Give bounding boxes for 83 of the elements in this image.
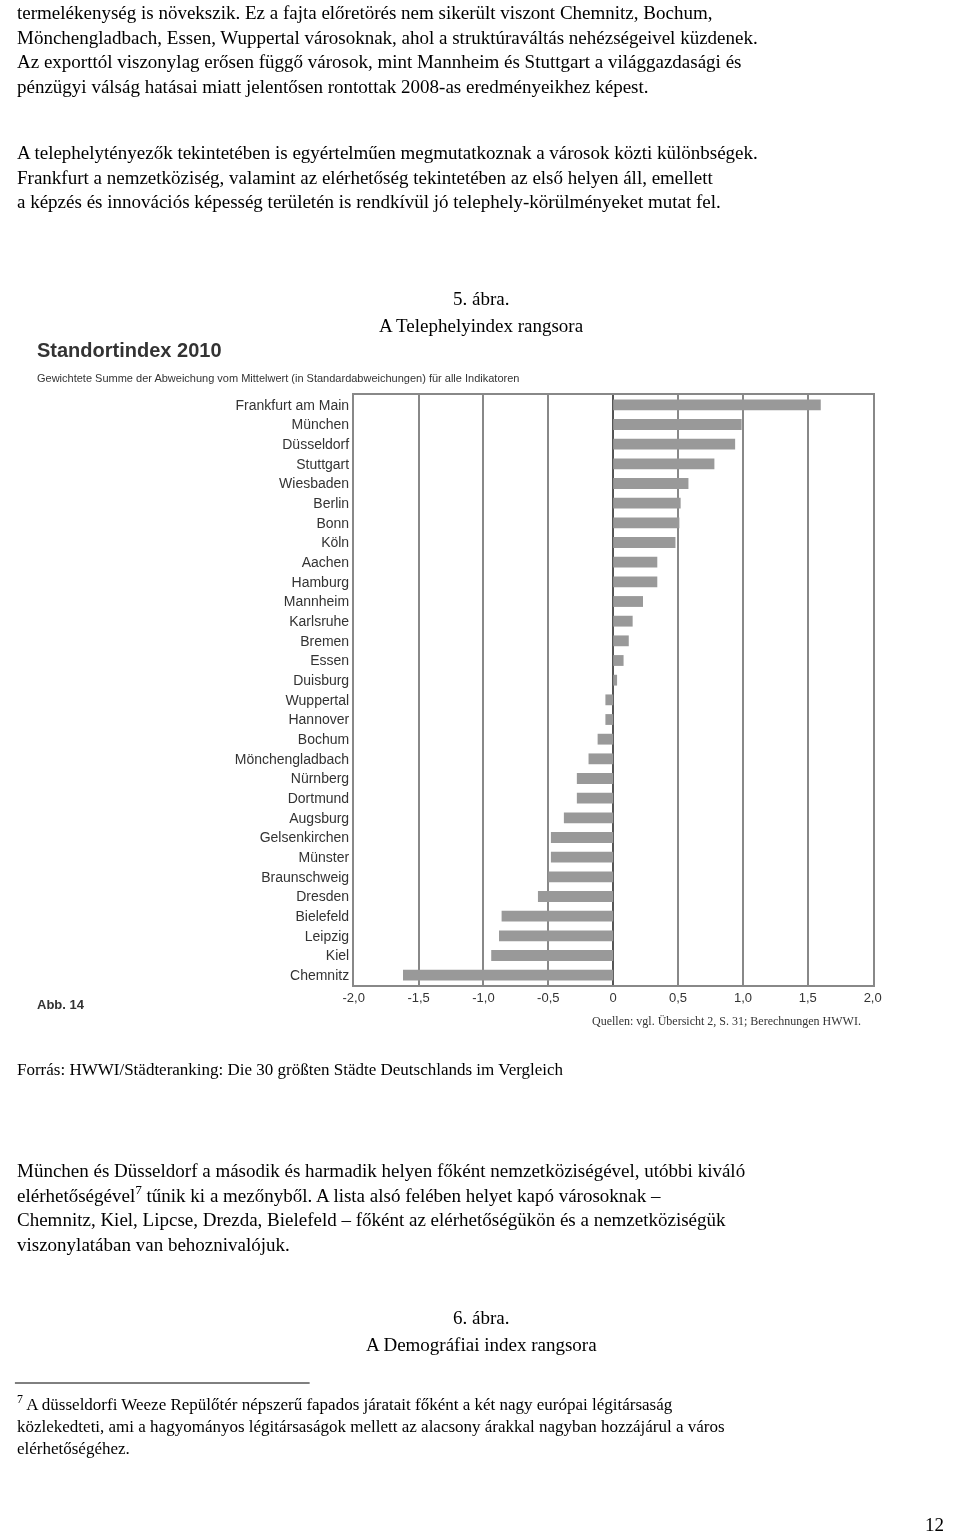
y-tick-label: Chemnitz (290, 967, 350, 984)
x-tick-label: 1,5 (798, 990, 817, 1006)
y-tick-label: Karlsruhe (289, 613, 350, 630)
y-tick-label: Köln (321, 534, 350, 551)
y-tick-label: Frankfurt am Main (235, 396, 350, 413)
bar (403, 969, 614, 981)
bar (613, 419, 742, 430)
y-tick-label: Wuppertal (285, 691, 350, 708)
bar (597, 733, 614, 745)
bar (613, 537, 676, 548)
x-tick-label: 1,0 (733, 990, 752, 1006)
bar (499, 930, 614, 942)
text: termelékenység is növekszik. Ez a fajta előretörés nem sikerült viszont Chemnitz, Bochum, Mönchengladbach, Essen, Wuppertal városoknak, ahol a struktúraváltás nehézségeivel küzdenek. Az exporttól viszonylag erősen függő városok, mint Mannheim és Stuttgart a világgazdasági és pénzügyi válság hatásai miatt jelentősen rontottak 2008-as eredményeikhez képest. (17, 2, 758, 98)
bar (613, 458, 715, 470)
y-tick-label: Düsseldorf (282, 436, 350, 453)
bar (501, 910, 614, 922)
y-tick-label: Braunschweig (261, 868, 350, 885)
text: 5. ábra. (453, 288, 510, 309)
bar (576, 792, 614, 804)
y-tick-label: München (291, 416, 350, 433)
caption: Abb. 14 (37, 997, 85, 1012)
text: A Telephelyindex rangsora (379, 315, 584, 336)
x-tick-label: -0,5 (537, 990, 560, 1006)
x-tick-label: 0,5 (669, 990, 688, 1006)
bar (613, 674, 618, 686)
y-tick-label: Stuttgart (296, 455, 350, 472)
text: 6. ábra. (453, 1307, 510, 1328)
bar (576, 773, 614, 784)
text: Forrás: HWWI/Städteranking: Die 30 größten Städte Deutschlands im Vergleich (17, 1060, 564, 1079)
text: A telephelytényezők tekintetében is egyértelműen megmutatkoznak a városok közti különbségek. Frankfurt a nemzetköziség, valamint az elérhetőség tekintetében az első helyen áll, emellett a képzés és innovációs képesség területén is rendkívül jó telephely-körülményeket mutat fel. (17, 142, 758, 213)
bar (613, 655, 624, 666)
bar (537, 891, 614, 902)
y-tick-label: Berlin (313, 495, 350, 512)
y-tick-label: Hamburg (291, 573, 350, 590)
y-tick-label: Dresden (296, 888, 350, 905)
y-tick-label: Essen (310, 652, 350, 669)
source-note: Quellen: vgl. Übersicht 2, S. 31; Berechnungen HWWI. (592, 1014, 861, 1028)
text: Standortindex 2010 (37, 339, 222, 361)
bar (550, 851, 614, 863)
bar (613, 438, 736, 450)
y-tick-label: Wiesbaden (279, 475, 350, 492)
y-tick-label: Leipzig (304, 927, 350, 944)
bar (613, 497, 681, 509)
bar (605, 714, 614, 725)
y-tick-label: Hannover (288, 711, 350, 728)
y-tick-label: Mönchengladbach (234, 750, 350, 767)
y-tick-label: Duisburg (293, 672, 350, 689)
bar (491, 950, 614, 961)
y-tick-label: Nürnberg (290, 770, 350, 787)
y-tick-label: Münster (298, 849, 350, 866)
y-tick-label: Aachen (301, 554, 350, 571)
bar (613, 596, 644, 607)
bar (605, 694, 614, 706)
bar (613, 576, 658, 588)
bar (613, 517, 680, 529)
y-tick-label: Bochum (297, 731, 350, 748)
y-tick-label: Bielefeld (295, 908, 350, 925)
y-tick-label: Bremen (300, 632, 350, 649)
bar (613, 635, 629, 647)
x-tick-label: 0 (609, 990, 617, 1006)
text: $^{7}$ A düsseldorfi Weeze Repülőtér népszerű fapados járatait főként a két nagy európai légitársaság közlekedteti, ami a hagyományos légitársaságok mellett az alacsony árakkal nagyban hozzájárul a város elérhetőségéhez. (17, 1392, 725, 1459)
x-tick-label: -1,5 (407, 990, 430, 1006)
y-tick-label: Bonn (316, 514, 350, 531)
y-tick-label: Kiel (325, 947, 350, 964)
bar (550, 832, 614, 843)
bar (613, 478, 689, 489)
x-tick-label: -2,0 (342, 990, 365, 1006)
text: A Demográfiai index rangsora (366, 1334, 598, 1355)
bar (613, 399, 821, 411)
y-tick-label: Mannheim (283, 593, 350, 610)
bar (588, 753, 614, 765)
y-tick-label: Augsburg (289, 809, 350, 826)
bar (548, 871, 614, 883)
chart-subtitle: Gewichtete Summe der Abweichung vom Mittelwert (in Standardabweichungen) für alle Indikatoren (37, 372, 520, 384)
y-tick-label: Gelsenkirchen (259, 829, 350, 846)
bar (563, 812, 614, 824)
bar (613, 556, 658, 568)
text: 12 (925, 1514, 944, 1535)
x-tick-label: -1,0 (472, 990, 495, 1006)
y-tick-label: Dortmund (287, 790, 350, 807)
x-tick-label: 2,0 (863, 990, 882, 1006)
text: München és Düsseldorf a második és harmadik helyen főként nemzetköziségével, utóbbi kiváló elérhetőségével$^{7}$ tűnik ki a mezőnyből. A lista alsó felében helyet kapó városoknak – Chemnitz, Kiel, Lipcse, Drezda, Bielefeld – főként az elérhetőségükön és a nemzetköziségük viszonylatában van behoznivalójuk. (17, 1160, 746, 1256)
bar (613, 615, 633, 627)
